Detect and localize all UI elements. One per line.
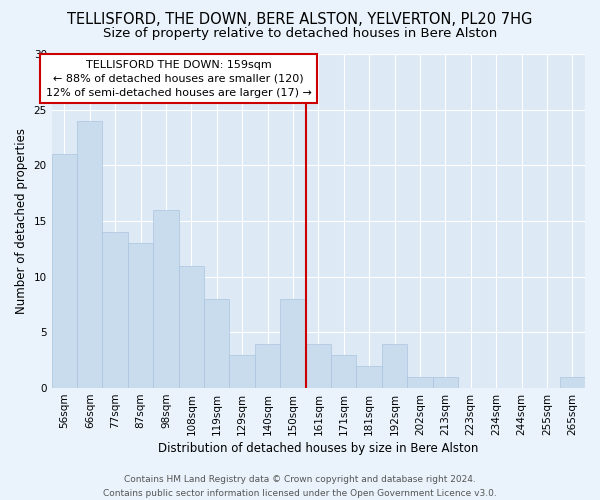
Bar: [382, 344, 407, 388]
Y-axis label: Number of detached properties: Number of detached properties: [15, 128, 28, 314]
Bar: [407, 377, 433, 388]
Bar: [204, 299, 229, 388]
Bar: [229, 354, 255, 388]
X-axis label: Distribution of detached houses by size in Bere Alston: Distribution of detached houses by size …: [158, 442, 479, 455]
Bar: [356, 366, 382, 388]
Bar: [560, 377, 585, 388]
Bar: [280, 299, 305, 388]
Bar: [255, 344, 280, 388]
Bar: [103, 232, 128, 388]
Bar: [77, 121, 103, 388]
Text: Size of property relative to detached houses in Bere Alston: Size of property relative to detached ho…: [103, 28, 497, 40]
Text: TELLISFORD, THE DOWN, BERE ALSTON, YELVERTON, PL20 7HG: TELLISFORD, THE DOWN, BERE ALSTON, YELVE…: [67, 12, 533, 28]
Text: TELLISFORD THE DOWN: 159sqm
← 88% of detached houses are smaller (120)
12% of se: TELLISFORD THE DOWN: 159sqm ← 88% of det…: [46, 60, 311, 98]
Bar: [153, 210, 179, 388]
Bar: [305, 344, 331, 388]
Bar: [52, 154, 77, 388]
Bar: [179, 266, 204, 388]
Bar: [433, 377, 458, 388]
Bar: [128, 244, 153, 388]
Text: Contains HM Land Registry data © Crown copyright and database right 2024.
Contai: Contains HM Land Registry data © Crown c…: [103, 476, 497, 498]
Bar: [331, 354, 356, 388]
